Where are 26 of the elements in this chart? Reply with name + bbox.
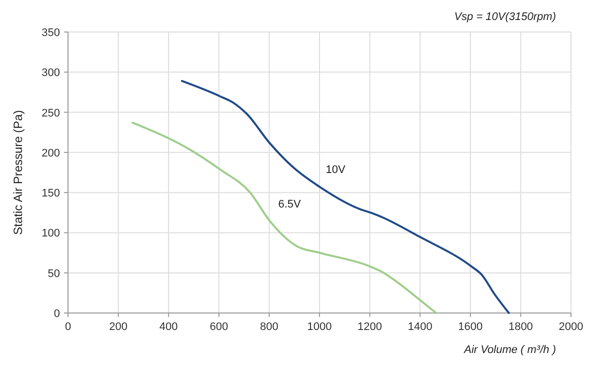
y-tick-label: 250: [42, 107, 60, 120]
y-tick-label: 200: [42, 147, 60, 160]
x-tick-label: 0: [64, 321, 72, 333]
x-tick-label: 1000: [307, 321, 332, 333]
series-label: 6.5V: [278, 198, 302, 210]
chart-title: Vsp = 10V(3150rpm): [454, 11, 556, 23]
x-tick-label: 800: [260, 321, 278, 333]
x-axis-title: Air Volume ( m³/h ): [463, 344, 556, 356]
y-tick-label: 150: [42, 188, 60, 200]
y-tick-label: 0: [54, 308, 60, 320]
line-series: [132, 122, 438, 314]
x-tick-label: 2000: [558, 321, 584, 333]
x-tick-label: 1200: [358, 321, 382, 333]
y-tick-label: 50: [48, 268, 60, 280]
y-tick-label: 100: [42, 228, 60, 240]
x-tick-label: 1600: [458, 321, 483, 333]
x-tick-label: 1400: [408, 321, 432, 333]
line-series: [180, 80, 510, 314]
series-label: 10V: [326, 164, 346, 176]
x-tick-label: 400: [159, 321, 178, 333]
x-tick-label: 1800: [508, 321, 533, 333]
y-tick-label: 300: [42, 67, 60, 80]
y-tick-label: 350: [42, 27, 60, 39]
x-tick-label: 600: [210, 321, 228, 333]
y-axis-title: Static Air Pressure (Pa): [11, 110, 25, 235]
x-tick-label: 200: [109, 321, 128, 333]
